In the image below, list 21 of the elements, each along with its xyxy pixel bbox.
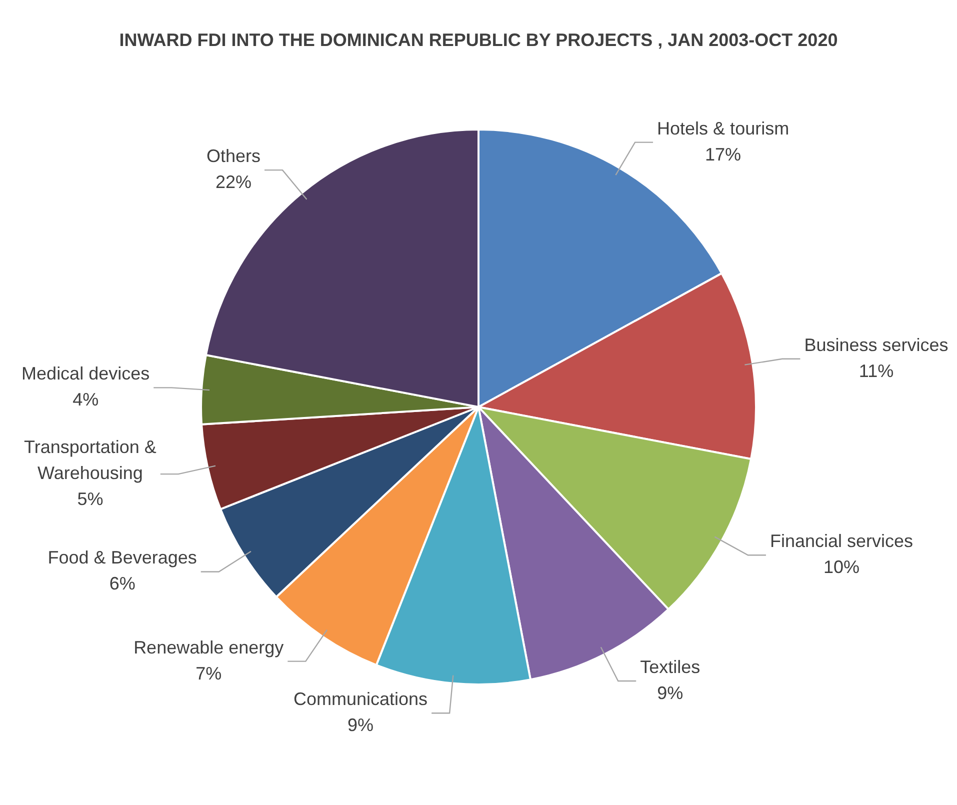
slice-label: Textiles [640,656,700,677]
slice-label: Transportation & Warehousing [24,437,156,484]
slice-label: Communications [294,689,428,710]
data-label: 9% [348,715,374,736]
slice-label: Food & Beverages [48,548,197,568]
slice-label: Financial services [770,531,914,552]
slice-label: Others [206,146,260,166]
data-label: 7% [196,663,222,684]
data-label: 22% [215,172,252,192]
data-label: 10% [823,557,860,578]
slice-label: Renewable energy [134,637,284,658]
chart-title: INWARD FDI INTO THE DOMINICAN REPUBLIC BY PROJECTS , JAN 2003-OCT 2020 [118,29,839,52]
slice-label: Hotels & tourism [657,118,790,138]
data-label: 9% [657,682,684,703]
data-label: 17% [705,144,742,164]
data-label: 6% [109,574,136,594]
data-label: 5% [77,489,104,510]
slice-label: Business services [804,334,948,355]
data-label: 11% [858,360,894,381]
data-label: 4% [72,390,99,410]
slice-label: Medical devices [22,364,150,384]
